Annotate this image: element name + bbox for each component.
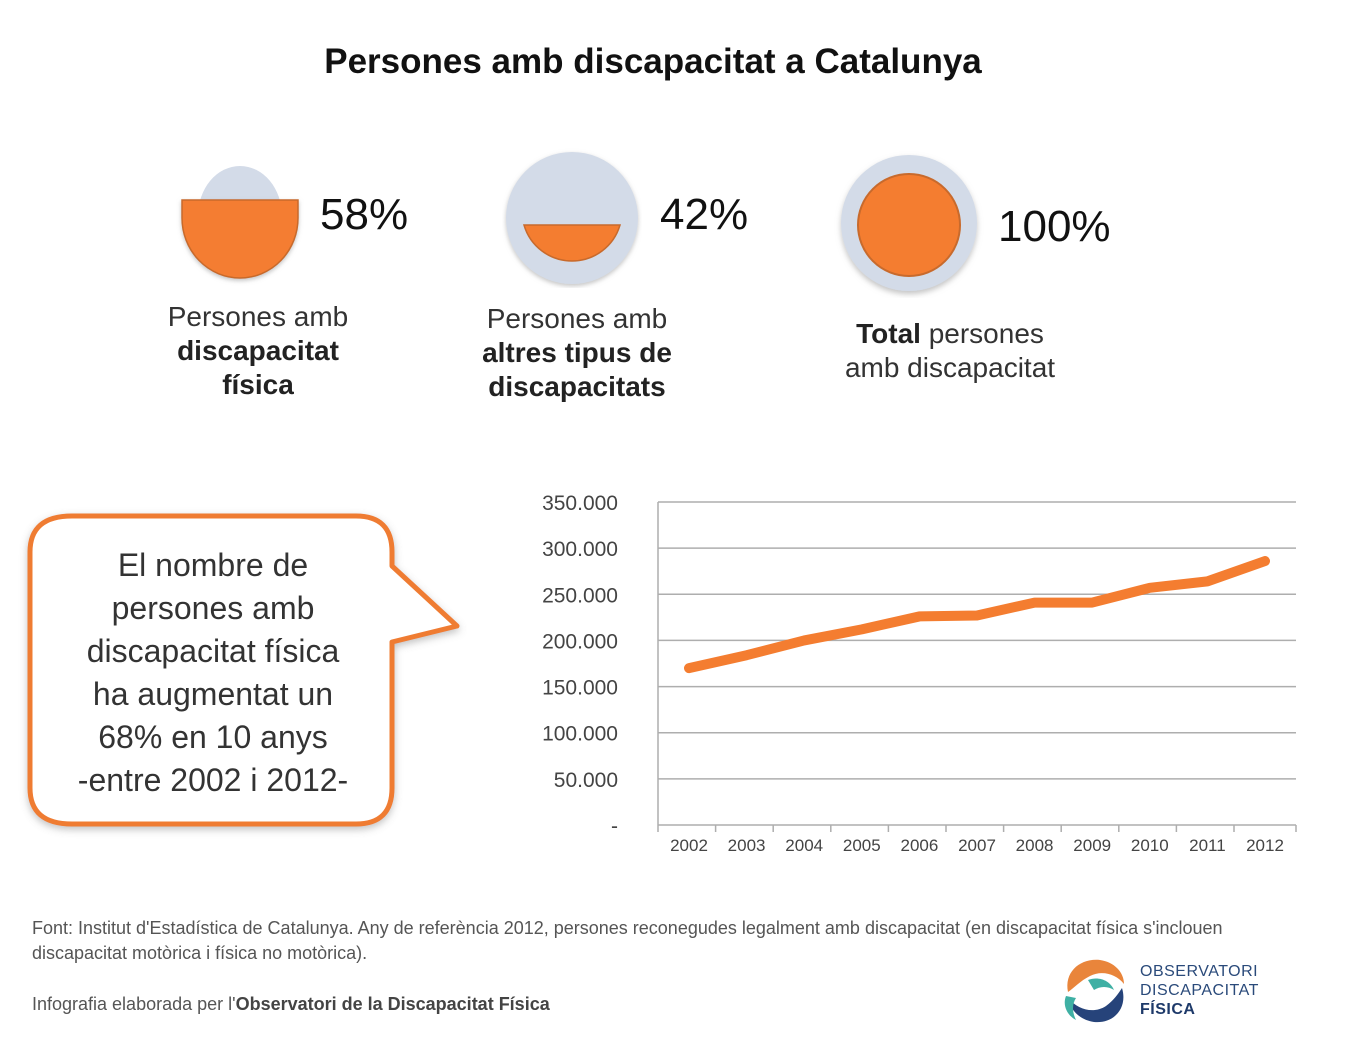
data-point xyxy=(1031,599,1038,606)
gauge-total-percent: 100% xyxy=(998,202,1111,251)
x-tick-label: 2005 xyxy=(843,836,881,855)
gauge-fisica-caption-line: Persones amb xyxy=(167,301,349,332)
gauge-altres-percent: 42% xyxy=(660,190,749,239)
y-tick-label: 200.000 xyxy=(542,630,618,653)
x-tick-label: 2004 xyxy=(785,836,823,855)
y-tick-label: 100.000 xyxy=(542,723,618,746)
gauge-total-icon xyxy=(841,155,977,291)
callout-line: El nombre de xyxy=(117,547,309,583)
gauge-fisica-caption-bold: física xyxy=(222,369,294,400)
gauge-total-caption-line1: Total persones xyxy=(856,318,1044,349)
x-tick-label: 2010 xyxy=(1131,836,1169,855)
data-point xyxy=(974,612,980,619)
x-tick-label: 2002 xyxy=(670,836,708,855)
x-tick-label: 2006 xyxy=(900,836,938,855)
gauge-altres-caption-bold: discapacitats xyxy=(488,371,666,402)
logo-text: OBSERVATORI DISCAPACITAT FÍSICA xyxy=(1140,962,1259,1019)
y-tick-label: 50.000 xyxy=(554,769,618,792)
gauge-total-caption-line2: amb discapacitat xyxy=(844,352,1056,383)
gauge-fisica-caption: Persones amb discapacitat física xyxy=(140,300,376,402)
credit-line: Infografia elaborada per l'Observatori d… xyxy=(32,994,550,1014)
x-tick-label: 2009 xyxy=(1073,836,1111,855)
data-point xyxy=(1262,558,1268,565)
x-tick-label: 2003 xyxy=(728,836,766,855)
data-point xyxy=(801,637,808,644)
line-chart: - 50.000 100.000 150.000 200.000 250.000 300.0… xyxy=(542,492,1297,855)
callout-line: discapacitat física xyxy=(86,633,340,669)
callout-line: -entre 2002 i 2012- xyxy=(77,762,349,798)
observatori-logo-icon xyxy=(1064,959,1124,1023)
y-tick-label: 300.000 xyxy=(542,538,618,561)
data-point xyxy=(858,626,865,633)
callout-line: persones amb xyxy=(111,590,315,626)
data-point xyxy=(916,613,923,620)
x-tick-label: 2008 xyxy=(1016,836,1054,855)
data-point xyxy=(1204,578,1211,585)
callout-line: ha augmentat un xyxy=(92,676,334,712)
page-title: Persones amb discapacitat a Catalunya xyxy=(324,42,982,81)
gauge-altres-caption-line: Persones amb xyxy=(486,303,668,334)
logo-line3: FÍSICA xyxy=(1140,1001,1196,1018)
gauge-total-caption: Total persones amb discapacitat xyxy=(806,317,1094,385)
gauge-altres-caption: Persones amb altres tipus de discapacita… xyxy=(446,302,708,404)
source-footnote: Font: Institut d'Estadística de Cataluny… xyxy=(32,918,1223,963)
callout-text: El nombre de persones amb discapacitat f… xyxy=(40,544,386,802)
gauge-fisica-icon xyxy=(181,166,299,279)
callout-bubble xyxy=(27,513,460,827)
data-point xyxy=(1089,599,1096,606)
data-point xyxy=(686,665,692,672)
gauge-fisica-caption-bold: discapacitat xyxy=(177,335,339,366)
gauge-altres-caption-bold: altres tipus de xyxy=(482,337,672,368)
x-tick-label: 2007 xyxy=(958,836,996,855)
callout-line: 68% en 10 anys xyxy=(98,719,328,755)
y-tick-label: - xyxy=(611,815,618,838)
logo-line2: DISCAPACITAT xyxy=(1140,982,1259,999)
y-tick-label: 350.000 xyxy=(542,492,618,515)
data-point xyxy=(743,652,750,659)
gauge-altres-icon xyxy=(506,152,638,284)
data-point xyxy=(1146,584,1153,591)
y-tick-label: 250.000 xyxy=(542,584,618,607)
logo-line1: OBSERVATORI xyxy=(1140,963,1259,980)
x-tick-label: 2011 xyxy=(1189,836,1226,855)
y-tick-label: 150.000 xyxy=(542,677,618,700)
gauge-fisica-percent: 58% xyxy=(320,190,409,239)
x-tick-label: 2012 xyxy=(1246,836,1284,855)
